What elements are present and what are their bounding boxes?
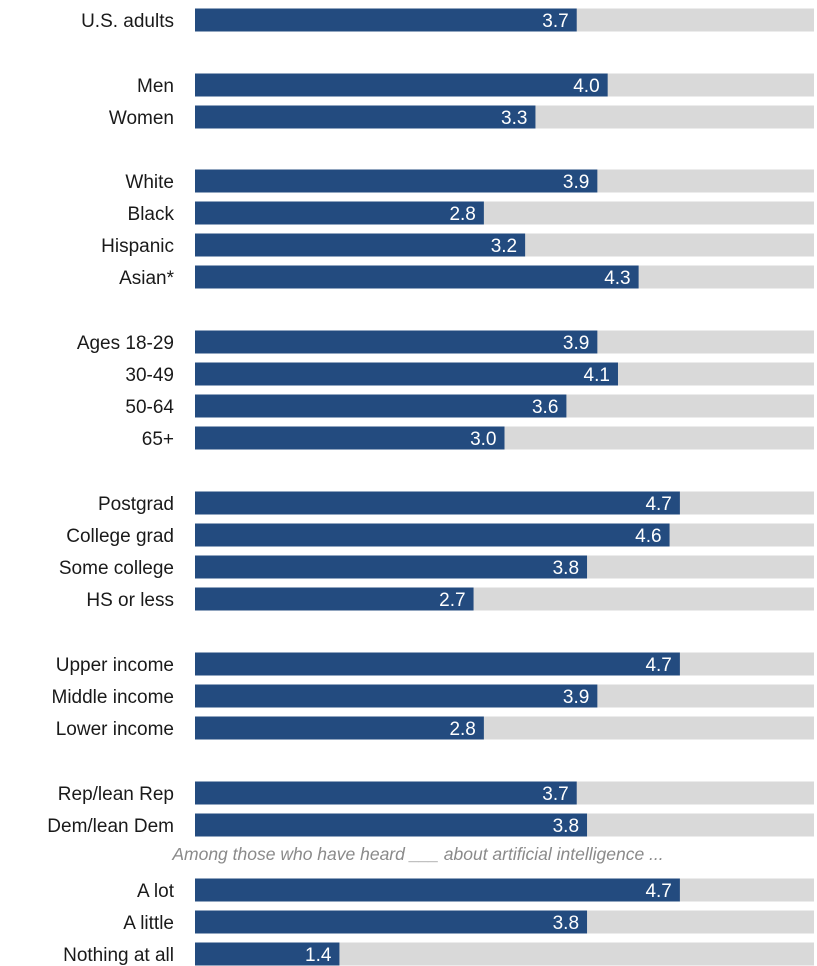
row-label-65: 65+ [142,429,174,450]
bar-white [195,169,598,193]
row-label-a-little: A little [123,913,174,934]
row-label-lower-income: Lower income [56,719,174,740]
row-label-rep-lean-rep: Rep/lean Rep [58,784,174,805]
bars [195,8,680,966]
value-label-a-little: 3.8 [553,913,579,934]
value-label-middle-income: 3.9 [563,687,589,708]
row-label-u-s-adults: U.S. adults [81,11,174,32]
row-label-30-49: 30-49 [125,365,174,386]
row-label-white: White [125,172,174,193]
value-label-50-64: 3.6 [532,397,558,418]
value-label-u-s-adults: 3.7 [542,11,568,32]
bar-hs-or-less [195,587,474,611]
bar-a-lot [195,878,680,902]
row-label-a-lot: A lot [137,881,175,902]
bar-men [195,73,608,97]
row-label-asian: Asian* [119,268,175,289]
bar-lower-income [195,716,484,740]
bar-nothing-at-all [195,942,340,966]
row-label-nothing-at-all: Nothing at all [63,945,174,966]
bar-middle-income [195,684,598,708]
value-label-65: 3.0 [470,429,496,450]
value-label-white: 3.9 [563,172,589,193]
value-label-hispanic: 3.2 [491,236,517,257]
value-label-nothing-at-all: 1.4 [305,945,332,966]
value-label-black: 2.8 [449,204,475,225]
bar-asian [195,265,639,289]
row-label-postgrad: Postgrad [98,494,174,515]
value-label-women: 3.3 [501,108,527,129]
bar-postgrad [195,491,680,515]
chart-note: Among those who have heard ___ about art… [171,844,663,864]
row-labels: U.S. adults Men Women White Black Hispanic Asi… [47,11,174,966]
bar-track-nothing-at-all [195,942,814,966]
value-label-men: 4.0 [573,76,599,97]
value-label-a-lot: 4.7 [645,881,671,902]
row-label-some-college: Some college [59,558,174,579]
row-label-men: Men [137,76,174,97]
row-label-black: Black [128,204,175,225]
value-label-ages-18-29: 3.9 [563,333,589,354]
bar-65 [195,426,505,450]
value-label-some-college: 3.8 [553,558,579,579]
row-label-middle-income: Middle income [52,687,175,708]
row-label-ages-18-29: Ages 18-29 [77,333,174,354]
bar-u-s-adults [195,8,577,32]
row-label-hs-or-less: HS or less [86,590,174,611]
value-label-postgrad: 4.7 [645,494,671,515]
bar-hispanic [195,233,526,257]
bar-some-college [195,555,588,579]
bar-dem-lean-dem [195,813,588,837]
bar-a-little [195,910,588,934]
value-label-hs-or-less: 2.7 [439,590,465,611]
value-labels: 3.7 4.0 3.3 3.9 2.8 3.2 4.3 3.9 4.1 3.6 3.0 4.7 4.6 3… [305,11,672,966]
bar-black [195,201,484,225]
bar-women [195,105,536,129]
bar-upper-income [195,652,680,676]
value-label-rep-lean-rep: 3.7 [542,784,568,805]
value-label-lower-income: 2.8 [449,719,475,740]
bar-rep-lean-rep [195,781,577,805]
value-label-college-grad: 4.6 [635,526,661,547]
bar-30-49 [195,362,618,386]
bar-ages-18-29 [195,330,598,354]
row-label-women: Women [109,108,174,129]
row-label-college-grad: College grad [66,526,174,547]
row-label-50-64: 50-64 [125,397,174,418]
bar-college-grad [195,523,670,547]
row-label-upper-income: Upper income [56,655,174,676]
value-label-dem-lean-dem: 3.8 [553,816,579,837]
bar-50-64 [195,394,567,418]
value-label-asian: 4.3 [604,268,630,289]
value-label-30-49: 4.1 [584,365,610,386]
value-label-upper-income: 4.7 [645,655,671,676]
row-label-hispanic: Hispanic [101,236,174,257]
row-label-dem-lean-dem: Dem/lean Dem [47,816,174,837]
